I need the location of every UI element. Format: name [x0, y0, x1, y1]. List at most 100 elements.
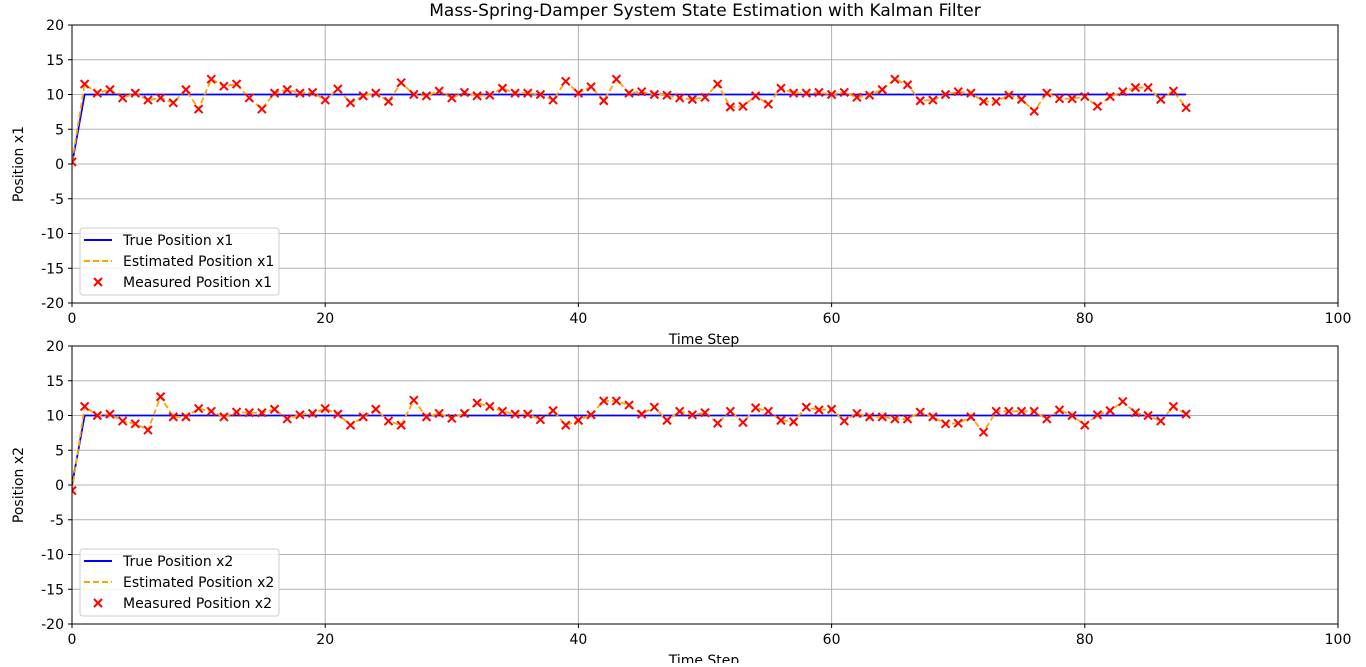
measured-point [282, 84, 292, 95]
x-tick-label: 40 [569, 632, 587, 648]
x-tick-label: 20 [316, 311, 334, 327]
measured-point [257, 408, 267, 418]
marker-stroke [902, 80, 913, 90]
marker-stroke [345, 420, 356, 430]
marker-stroke [839, 87, 849, 98]
marker-stroke [636, 87, 647, 97]
marker-stroke [1092, 101, 1103, 112]
measured-point [712, 79, 723, 89]
measured-point [1143, 410, 1153, 421]
marker-stroke [978, 427, 989, 437]
marker-stroke [155, 93, 166, 103]
x-tick-label: 60 [823, 311, 841, 327]
measured-point [130, 88, 141, 98]
marker-stroke [991, 96, 1001, 107]
measured-point [72, 485, 77, 496]
marker-stroke [801, 402, 811, 412]
measured-point [1143, 82, 1153, 93]
measured-point [155, 93, 166, 103]
y-tick-label: -10 [41, 548, 64, 564]
measured-point [181, 412, 191, 422]
marker-stroke [586, 410, 596, 420]
measured-point [434, 86, 444, 96]
measured-point [725, 406, 736, 417]
marker-stroke [447, 93, 457, 103]
measured-point [763, 406, 774, 417]
y-axis-label: Position x1 [11, 126, 27, 202]
measured-point [1118, 87, 1128, 97]
measured-point [712, 418, 723, 428]
marker-stroke [181, 84, 191, 95]
measured-point [333, 84, 343, 94]
y-tick-label: -20 [41, 296, 64, 312]
measured-point [1067, 93, 1077, 104]
marker-stroke [72, 160, 77, 167]
x-axis-label: Time Step [668, 653, 740, 663]
measured-point [72, 157, 77, 167]
marker-stroke [523, 409, 533, 419]
measured-point [991, 96, 1001, 107]
marker-stroke [1130, 408, 1141, 418]
marker-stroke [674, 93, 685, 103]
measured-point [839, 87, 849, 98]
measured-point [1092, 410, 1103, 420]
axes-frame [71, 345, 1339, 625]
legend-label: Measured Position x1 [123, 275, 272, 291]
measured-point [396, 420, 406, 430]
marker-stroke [72, 157, 77, 164]
marker-stroke [877, 84, 887, 95]
measured-point [953, 418, 963, 428]
measured-point [1042, 88, 1052, 98]
marker-stroke [599, 396, 609, 406]
measured-point [662, 415, 672, 426]
marker-stroke [649, 402, 660, 412]
marker-stroke [143, 425, 153, 435]
measured-point [219, 412, 229, 422]
subplot-1: 0 20 40 60 80 100 -20 -15 -10 -5 0 5 10 15 20 Time Step… [11, 18, 1351, 348]
measured-point [586, 410, 596, 420]
marker-stroke [687, 410, 698, 420]
legend-label: Estimated Position x1 [123, 254, 274, 270]
measured-point [383, 416, 394, 426]
measured-point [586, 82, 596, 92]
measured-point [662, 90, 672, 100]
legend-swatch [93, 277, 103, 287]
measured-point [674, 93, 685, 103]
measured-point [826, 89, 837, 100]
measured-point [826, 404, 837, 414]
plot-area [72, 74, 1191, 167]
marker-stroke [1156, 94, 1166, 105]
measured-point [1029, 106, 1039, 116]
marker-stroke [1168, 86, 1179, 96]
marker-stroke [1080, 420, 1090, 430]
measured-point [447, 93, 457, 103]
marker-stroke [130, 88, 141, 98]
measured-point [383, 96, 394, 107]
y-tick-label: -5 [50, 513, 64, 529]
measured-point [295, 410, 305, 420]
marker-stroke [852, 92, 862, 102]
measured-point [231, 407, 242, 417]
marker-stroke [826, 404, 837, 414]
marker-stroke [79, 79, 90, 89]
measured-point [1181, 409, 1191, 419]
marker-stroke [624, 400, 634, 410]
marker-stroke [915, 96, 925, 106]
plot-area [72, 392, 1191, 496]
measured-point [485, 401, 495, 412]
marker-stroke [1029, 106, 1039, 116]
marker-stroke [1080, 91, 1090, 102]
measured-point [750, 403, 761, 413]
measured-point [168, 412, 178, 422]
measured-point [611, 74, 622, 84]
marker-stroke [421, 91, 432, 101]
measured-point [79, 79, 90, 89]
measured-point [1004, 406, 1014, 417]
measured-point [1130, 82, 1141, 93]
measured-point [776, 415, 786, 426]
legend: True Position x2 Estimated Position x2 Mea… [79, 548, 280, 617]
marker-stroke [130, 419, 141, 429]
marker-stroke [953, 87, 963, 97]
measured-point [788, 417, 799, 427]
marker-stroke [636, 409, 647, 419]
